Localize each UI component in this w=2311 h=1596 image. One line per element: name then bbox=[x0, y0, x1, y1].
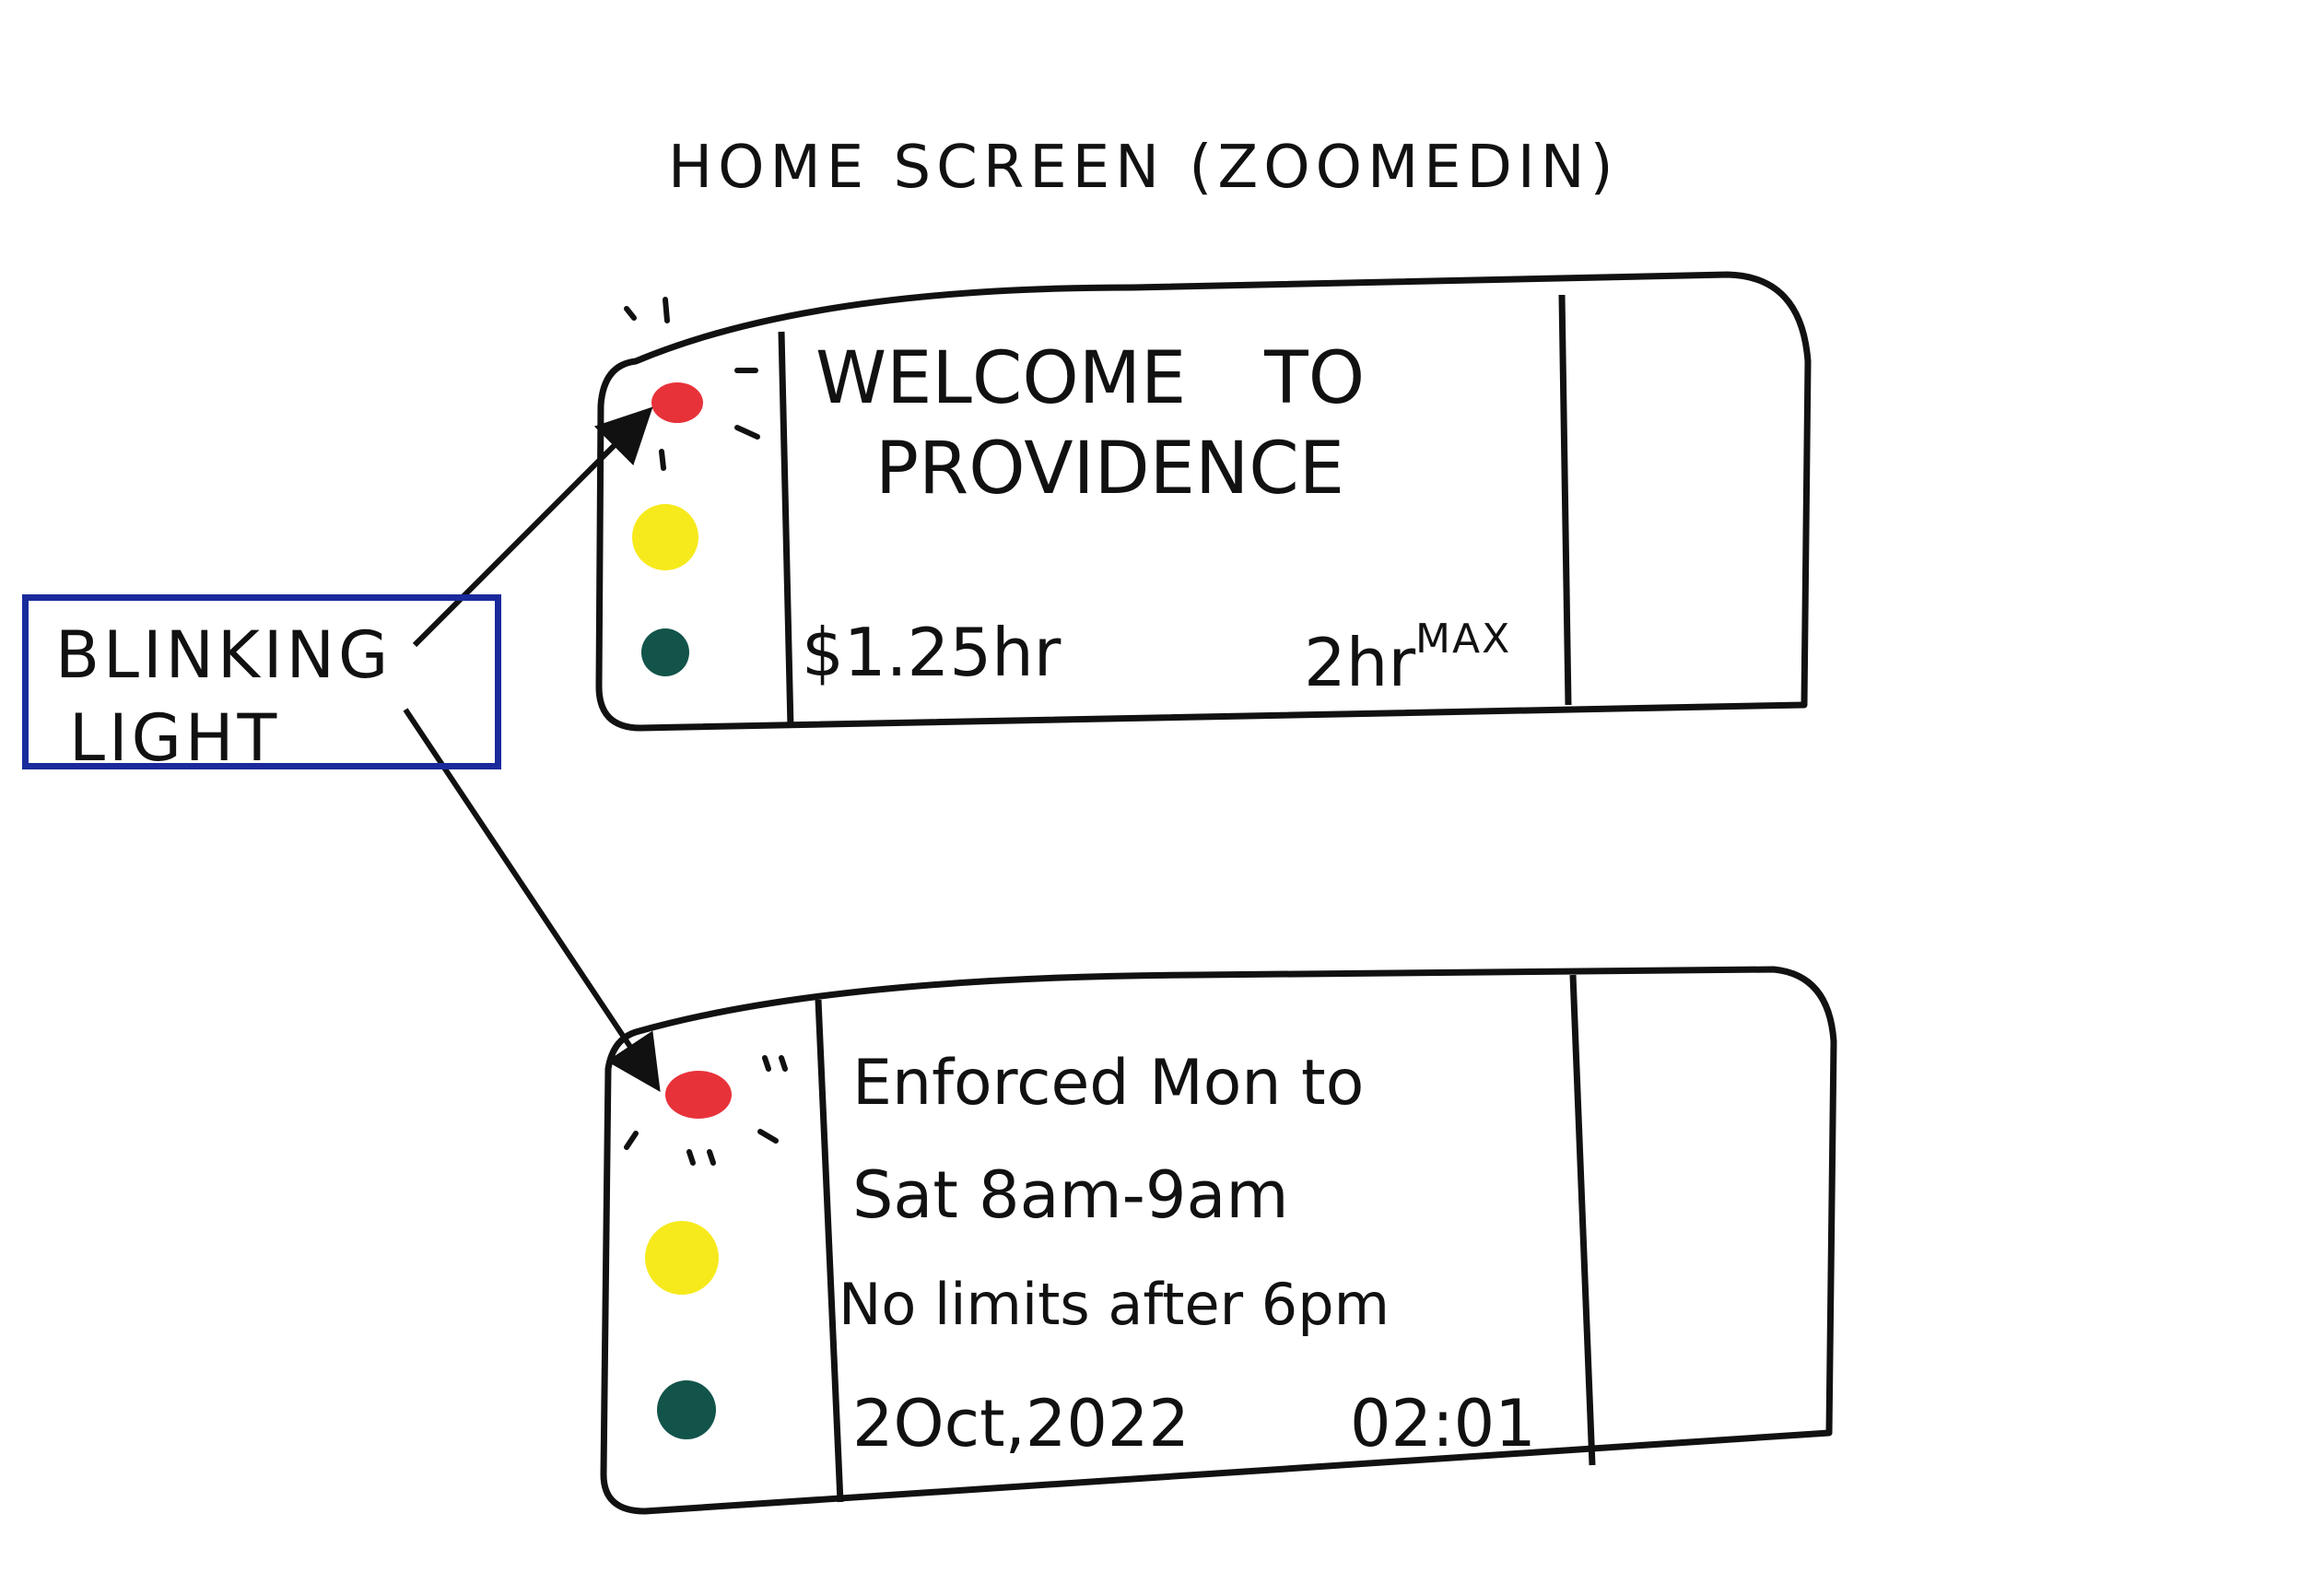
screen2-date: 2Oct,2022 bbox=[852, 1386, 1190, 1461]
screen1-frame bbox=[595, 271, 1812, 732]
screen2-frame bbox=[600, 966, 1837, 1515]
blinking-light-label-box bbox=[22, 594, 501, 769]
screen1-green-light bbox=[641, 628, 689, 676]
arrow-to-screen2-light bbox=[403, 708, 661, 1092]
screen2-blink-rays bbox=[624, 1039, 788, 1166]
screen1-blink-rays bbox=[624, 297, 760, 471]
screen2-hours-line: Sat 8am-9am bbox=[852, 1157, 1289, 1233]
screen2-limits-line: No limits after 6pm bbox=[839, 1271, 1390, 1338]
label-line-1: BLINKING bbox=[55, 617, 393, 693]
screen1-time-limit: 2hrMAX bbox=[1304, 616, 1512, 701]
screen2-yellow-light bbox=[645, 1221, 719, 1295]
screen1-yellow-light bbox=[632, 504, 698, 570]
arrow-to-screen1-light bbox=[412, 406, 653, 648]
label-line-2: LIGHT bbox=[69, 700, 281, 776]
screen2-green-light bbox=[657, 1380, 716, 1439]
screen2-left-divider bbox=[815, 999, 844, 1503]
screen1-welcome-line: WELCOME TO bbox=[815, 337, 1366, 420]
screen2-red-light bbox=[665, 1071, 732, 1119]
screen1-red-light bbox=[651, 382, 703, 423]
screen1-city-line: PROVIDENCE bbox=[875, 428, 1345, 510]
screen2-enforced-line: Enforced Mon to bbox=[852, 1047, 1365, 1120]
screen2-right-divider bbox=[1569, 974, 1596, 1466]
screen1-left-divider bbox=[778, 331, 794, 729]
screen1-right-divider bbox=[1558, 294, 1572, 706]
screen2-time: 02:01 bbox=[1350, 1386, 1536, 1461]
screen1-rate: $1.25hr bbox=[802, 614, 1062, 691]
page-title: HOME SCREEN (ZOOMEDIN) bbox=[668, 134, 1619, 202]
